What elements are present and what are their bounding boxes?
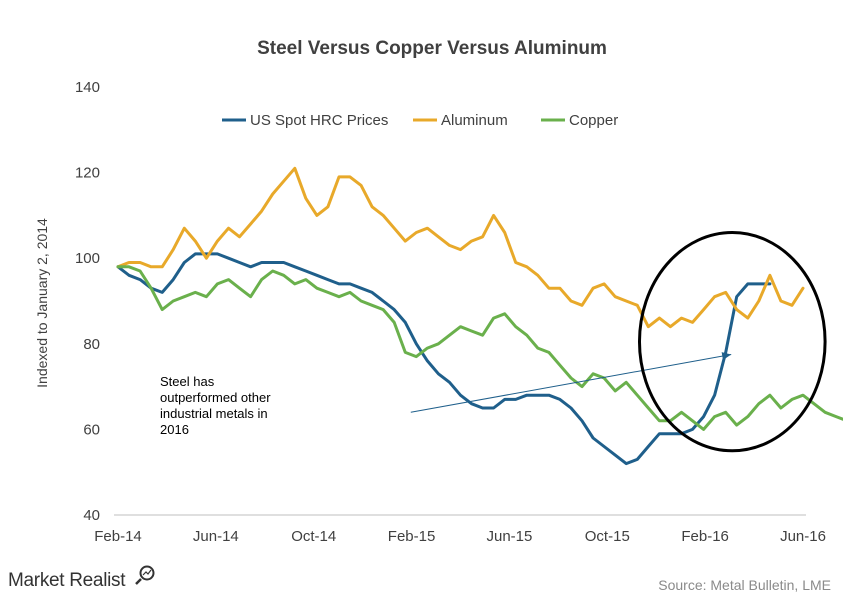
annotation-text-line: 2016 <box>160 422 189 437</box>
x-tick-label: Jun-15 <box>486 528 532 545</box>
y-axis-title: Indexed to January 2, 2014 <box>34 218 50 388</box>
y-tick-label: 80 <box>83 336 100 353</box>
annotation-text-line: Steel has <box>160 374 215 389</box>
annotation-arrow <box>410 354 732 413</box>
highlight-ellipse <box>637 231 827 453</box>
chart-title: Steel Versus Copper Versus Aluminum <box>257 38 607 59</box>
y-tick-label: 60 <box>83 421 100 438</box>
x-tick-label: Jun-16 <box>780 528 826 545</box>
magnifier-icon <box>135 565 155 585</box>
series-group <box>116 166 843 466</box>
source-note: Source: Metal Bulletin, LME <box>658 577 831 593</box>
y-tick-label: 140 <box>75 79 100 96</box>
footer: Market Realist Source: Metal Bulletin, L… <box>8 565 831 593</box>
y-tick-label: 40 <box>83 507 100 524</box>
series-line-2 <box>116 166 805 329</box>
x-axis-ticks: Feb-14 Jun-14 Oct-14 Feb-15 Jun-15 Oct-15 Feb-… <box>94 528 826 545</box>
x-tick-label: Oct-15 <box>585 528 630 545</box>
legend: US Spot HRC Prices Aluminum Copper <box>222 112 618 129</box>
x-tick-label: Feb-16 <box>681 528 729 545</box>
x-tick-label: Feb-15 <box>388 528 436 545</box>
annotation-arrowhead <box>721 352 732 361</box>
y-tick-label: 120 <box>75 165 100 182</box>
annotation-text-line: industrial metals in <box>160 406 268 421</box>
series-line-3 <box>116 265 843 431</box>
y-axis-ticks: 140 120 100 80 60 40 <box>75 79 100 524</box>
legend-label: Aluminum <box>441 112 508 129</box>
annotation-text-line: outperformed other <box>160 390 271 405</box>
x-tick-label: Jun-14 <box>193 528 239 545</box>
y-tick-label: 100 <box>75 250 100 267</box>
legend-label: Copper <box>569 112 618 129</box>
brand-logo-text: Market Realist <box>8 570 126 591</box>
series-line-1 <box>116 252 772 466</box>
x-tick-label: Feb-14 <box>94 528 142 545</box>
x-tick-label: Oct-14 <box>291 528 336 545</box>
legend-label: US Spot HRC Prices <box>250 112 388 129</box>
